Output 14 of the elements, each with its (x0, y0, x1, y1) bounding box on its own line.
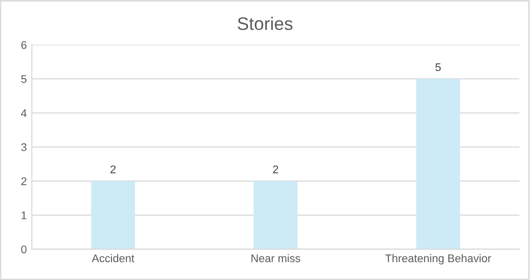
y-tick-label: 4 (21, 109, 27, 117)
y-tick-label: 6 (21, 41, 26, 49)
data-label: 2 (110, 165, 116, 174)
data-label: 5 (435, 63, 441, 72)
y-tick-label: 2 (21, 177, 26, 186)
chart-title: Stories (238, 16, 292, 30)
y-tick-label: 0 (21, 245, 27, 254)
y-tick-label: 1 (22, 212, 26, 220)
data-label: 2 (273, 165, 278, 174)
x-tick-label: Accident (92, 254, 134, 262)
x-tick-label: Threatening Behavior (385, 254, 492, 264)
x-tick-label: Near miss (252, 254, 300, 262)
y-tick-label: 3 (21, 143, 26, 152)
y-tick-label: 5 (21, 75, 26, 83)
